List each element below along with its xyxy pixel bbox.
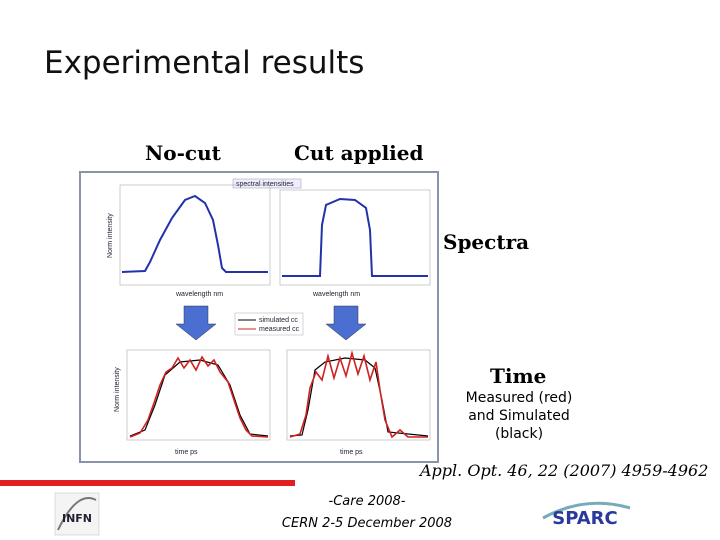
plot-area	[286, 349, 431, 441]
time-curve	[129, 355, 269, 438]
plot-area	[126, 349, 271, 441]
y-axis-label: Norm intensity	[107, 213, 114, 258]
logo-sparc: SPARC	[542, 501, 631, 529]
annotation: Spectra	[443, 230, 529, 254]
figure-title: spectral intensities	[236, 181, 294, 188]
x-axis-label: wavelength nm	[312, 291, 360, 298]
footer-text: CERN 2-5 December 2008	[282, 516, 452, 531]
logo-infn: INFN	[54, 492, 100, 536]
annotation-note: and Simulated	[468, 408, 570, 424]
footer-text: -Care 2008-	[329, 494, 406, 509]
annotation: Time	[490, 364, 546, 388]
plot-area	[279, 189, 431, 286]
x-axis-label: time ps	[175, 449, 198, 456]
legend-label: simulated cc	[259, 317, 298, 324]
annotation-note: Measured (red)	[466, 390, 573, 406]
figure-title-box	[232, 178, 302, 189]
citation: Appl. Opt. 46, 22 (2007) 4959-4962	[418, 461, 708, 480]
x-axis-label: time ps	[340, 449, 363, 456]
legend-label: measured cc	[259, 326, 300, 333]
logo-text: SPARC	[552, 508, 618, 529]
y-axis-label: Norm intensity	[114, 367, 121, 412]
annotation-note: (black)	[495, 426, 543, 442]
logo-text: INFN	[62, 512, 92, 525]
logo-frame	[54, 492, 100, 536]
x-axis-label: wavelength nm	[175, 291, 223, 298]
logo-swoosh	[57, 497, 97, 531]
figure: spectral intensities Norm intensity wave…	[79, 171, 439, 463]
accent-bar	[0, 480, 295, 486]
plot-area	[119, 184, 271, 286]
column-label: Cut applied	[294, 141, 424, 165]
column-label: No-cut	[145, 141, 222, 165]
spectrum-curve	[282, 197, 428, 277]
logo-swoosh	[542, 501, 631, 520]
title: Experimental results	[44, 45, 364, 81]
time-curve	[289, 349, 428, 439]
arrow	[175, 305, 217, 341]
spectrum-curve	[121, 194, 268, 273]
arrow	[325, 305, 367, 341]
